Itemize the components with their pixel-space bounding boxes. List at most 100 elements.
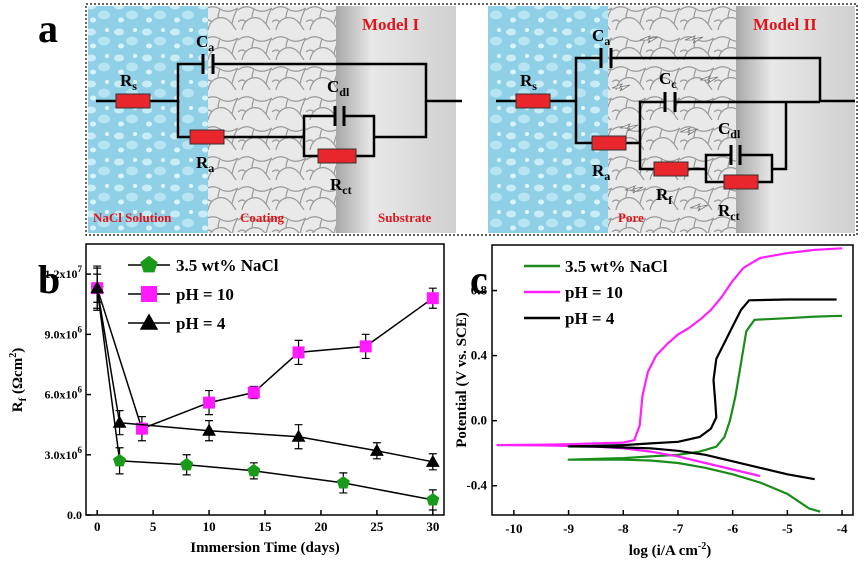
label-rs-1: Rs — [120, 71, 137, 93]
model-2: Model II Pore Rs Ca Cc Ra Cdl Rf Rct — [488, 6, 855, 233]
resistor-rf-2 — [653, 161, 689, 177]
label-rs-2: Rs — [520, 71, 537, 93]
chart-b-point — [426, 493, 440, 506]
chart-b: 0 5 10 15 20 25 30 0.0 3.0x106 6.0x106 9.0x106 1.2x… — [8, 243, 445, 556]
chart-b-point — [247, 386, 260, 399]
chart-b-point — [112, 415, 127, 428]
chart-b-ytick-label: 0.0 — [67, 508, 82, 522]
chart-c-legend-label: pH = 10 — [565, 283, 623, 302]
zone-label-coating: Coating — [240, 210, 285, 225]
substrate-region-2 — [736, 6, 855, 233]
chart-b-point — [336, 476, 350, 489]
chart-b-xtick-label: 10 — [203, 519, 216, 534]
chart-c-xtick-label: -10 — [505, 521, 522, 536]
chart-b-ytick-label: 3.0x106 — [45, 445, 83, 462]
capacitor-ca-1 — [201, 54, 215, 74]
chart-b-legend-marker — [140, 255, 158, 273]
zone-label-substrate: Substrate — [378, 210, 432, 225]
panel-a-frame — [85, 3, 858, 236]
chart-b-point — [292, 346, 305, 359]
chart-b-point — [180, 457, 194, 471]
coating-region-2 — [608, 6, 736, 233]
chart-c-legend-label: 3.5 wt% NaCl — [565, 257, 668, 276]
resistor-rs-1 — [115, 93, 151, 109]
label-ca-2: Ca — [592, 26, 610, 48]
chart-c-xtick-label: -9 — [563, 521, 574, 536]
chart-b-ytick-label: 9.0x106 — [45, 324, 83, 341]
label-cdl-1: Cdl — [327, 77, 350, 99]
label-cdl-2: Cdl — [718, 119, 741, 141]
label-ra-2: Ra — [592, 161, 610, 183]
chart-c-series-2 — [567, 298, 837, 481]
label-rf-2: Rf — [656, 185, 673, 207]
nacl-solution-region — [88, 6, 208, 233]
chart-c-xtick-label: -8 — [618, 521, 629, 536]
resistor-ra-1 — [189, 129, 225, 145]
model-2-title: Model II — [753, 15, 817, 34]
chart-c-series-0 — [567, 314, 843, 513]
chart-c-xlabel: log (i/A cm-2) — [629, 541, 712, 559]
chart-b-point — [202, 423, 216, 436]
label-rct-2: Rct — [718, 201, 740, 223]
label-ca-1: Ca — [196, 32, 214, 54]
pore-arrows — [611, 35, 719, 212]
chart-b-point — [203, 396, 216, 409]
chart-c-legend-label: pH = 4 — [565, 309, 615, 328]
coating-region — [208, 6, 336, 233]
resistor-rs-2 — [515, 93, 551, 109]
chart-b-xtick-label: 0 — [94, 519, 101, 534]
chart-c-ytick-label: -0.4 — [466, 478, 487, 493]
chart-b-point — [425, 454, 440, 467]
capacitor-cdl-1 — [333, 106, 346, 126]
model-2-wires — [496, 56, 855, 184]
capacitor-cdl-2 — [729, 145, 742, 165]
chart-b-legend-marker — [141, 286, 157, 302]
chart-b-xtick-label: 15 — [259, 519, 273, 534]
chart-b-line — [96, 287, 434, 430]
label-ra-1: Ra — [196, 153, 214, 175]
model-1: Model I NaCl Solution Coating Substrate … — [88, 6, 462, 233]
chart-b-ytick-label: 1.2x107 — [45, 264, 83, 281]
chart-b-line — [96, 288, 433, 501]
chart-b-point — [426, 292, 439, 305]
chart-b-point — [247, 463, 261, 477]
resistor-rct-2 — [723, 174, 759, 190]
chart-b-xtick-label: 20 — [314, 519, 327, 534]
chart-b-xtick-label: 25 — [370, 519, 384, 534]
chart-b-xlabel: Immersion Time (days) — [190, 540, 339, 556]
chart-c-xtick-label: -5 — [782, 521, 793, 536]
chart-c-ytick-label: 0.8 — [471, 283, 488, 298]
chart-b-point — [359, 340, 372, 353]
chart-b-point — [113, 453, 127, 467]
chart-b-ylabel: Rf (Ωcm2) — [8, 348, 29, 412]
chart-c-ylabel: Potential (V vs. SCE) — [454, 312, 470, 448]
resistor-ra-2 — [591, 135, 627, 151]
chart-b-series-0 — [90, 267, 440, 511]
chart-b-point — [291, 429, 306, 442]
zone-label-pore: Pore — [618, 210, 644, 225]
chart-b-xtick-label: 30 — [426, 519, 439, 534]
panel-a-letter: a — [38, 6, 58, 51]
capacitor-ca-2 — [599, 48, 613, 68]
chart-b-point — [369, 443, 384, 456]
chart-b-point — [90, 280, 105, 294]
label-cc-2: Cc — [659, 69, 677, 91]
chart-b-series-2 — [90, 265, 440, 471]
chart-b-legend-label: 3.5 wt% NaCl — [176, 256, 279, 275]
chart-c-xtick-label: -6 — [727, 521, 738, 536]
chart-b-ytick-label: 6.0x106 — [45, 385, 83, 402]
substrate-region — [336, 6, 456, 233]
chart-b-series-1 — [91, 273, 439, 442]
chart-c-xtick-label: -7 — [673, 521, 684, 536]
panel-c-letter: c — [470, 257, 488, 302]
chart-c-ytick-label: 0.4 — [471, 348, 488, 363]
chart-b-xtick-label: 5 — [150, 519, 157, 534]
chart-b-legend-label: pH = 10 — [176, 285, 234, 304]
zone-label-nacl: NaCl Solution — [93, 210, 172, 225]
chart-c: -10 -9 -8 -7 -6 -5 -4 -0.4 0.0 0.4 0.8 3.5 wt% NaC… — [454, 244, 854, 559]
panel-b-letter: b — [38, 257, 60, 302]
label-rct-1: Rct — [330, 175, 352, 197]
chart-c-ytick-label: 0.0 — [471, 413, 487, 428]
capacitor-cc-2 — [663, 92, 677, 112]
